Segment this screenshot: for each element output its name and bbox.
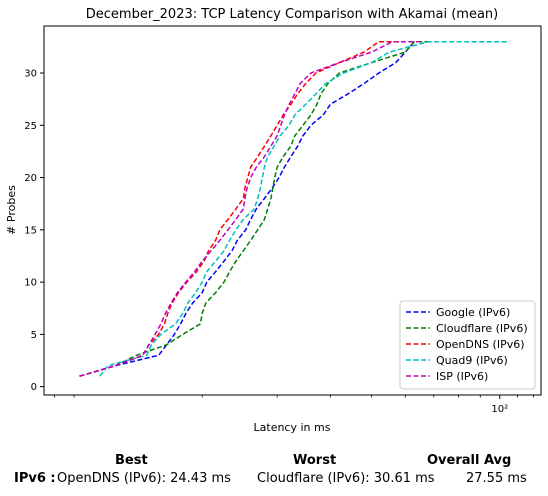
y-tick-label: 10 bbox=[24, 278, 37, 289]
chart-title: December_2023: TCP Latency Comparison wi… bbox=[86, 7, 498, 22]
legend-label-google-ipv6: Google (IPv6) bbox=[436, 306, 510, 319]
summary-table: Best Worst Overall Avg IPv6 : OpenDNS (I… bbox=[0, 450, 548, 496]
series-line-isp-ipv6 bbox=[79, 40, 421, 377]
best-value: OpenDNS (IPv6): 24.43 ms bbox=[57, 471, 231, 486]
legend-label-cloudflare-ipv6: Cloudflare (IPv6) bbox=[436, 322, 528, 335]
legend-box bbox=[399, 300, 536, 390]
y-tick-label: 5 bbox=[31, 330, 37, 341]
legend-label-quad9-ipv6: Quad9 (IPv6) bbox=[436, 354, 508, 367]
worst-value: Cloudflare (IPv6): 30.61 ms bbox=[257, 471, 435, 486]
y-tick-label: 0 bbox=[31, 382, 37, 393]
series-line-quad9-ipv6 bbox=[99, 40, 509, 377]
best-header: Best bbox=[115, 453, 148, 468]
latency-chart: December_2023: TCP Latency Comparison wi… bbox=[5, 7, 542, 434]
legend: Google (IPv6) Cloudflare (IPv6) OpenDNS (I… bbox=[399, 300, 536, 390]
y-tick-label: 25 bbox=[24, 121, 37, 132]
x-tick-label: 10² bbox=[491, 404, 508, 415]
series-line-cloudflare-ipv6 bbox=[79, 40, 429, 377]
series-line-opendns-ipv6 bbox=[79, 40, 406, 377]
series-lines bbox=[79, 40, 509, 377]
y-axis-label: # Probes bbox=[5, 185, 18, 235]
series-line-google-ipv6 bbox=[79, 40, 423, 377]
y-tick-label: 20 bbox=[24, 173, 37, 184]
y-tick-label: 30 bbox=[24, 69, 37, 80]
axes: 0 5 10 15 20 25 30 10² bbox=[24, 69, 534, 415]
x-axis-label: Latency in ms bbox=[254, 421, 331, 434]
ipv6-row-label: IPv6 : bbox=[14, 471, 56, 486]
overall-avg-header: Overall Avg bbox=[427, 453, 512, 468]
y-tick-label: 15 bbox=[24, 225, 37, 236]
worst-header: Worst bbox=[293, 453, 337, 468]
legend-label-isp-ipv6: ISP (IPv6) bbox=[436, 370, 488, 383]
overall-avg-value: 27.55 ms bbox=[466, 471, 527, 486]
legend-label-opendns-ipv6: OpenDNS (IPv6) bbox=[436, 338, 525, 351]
plot-frame bbox=[43, 25, 542, 396]
